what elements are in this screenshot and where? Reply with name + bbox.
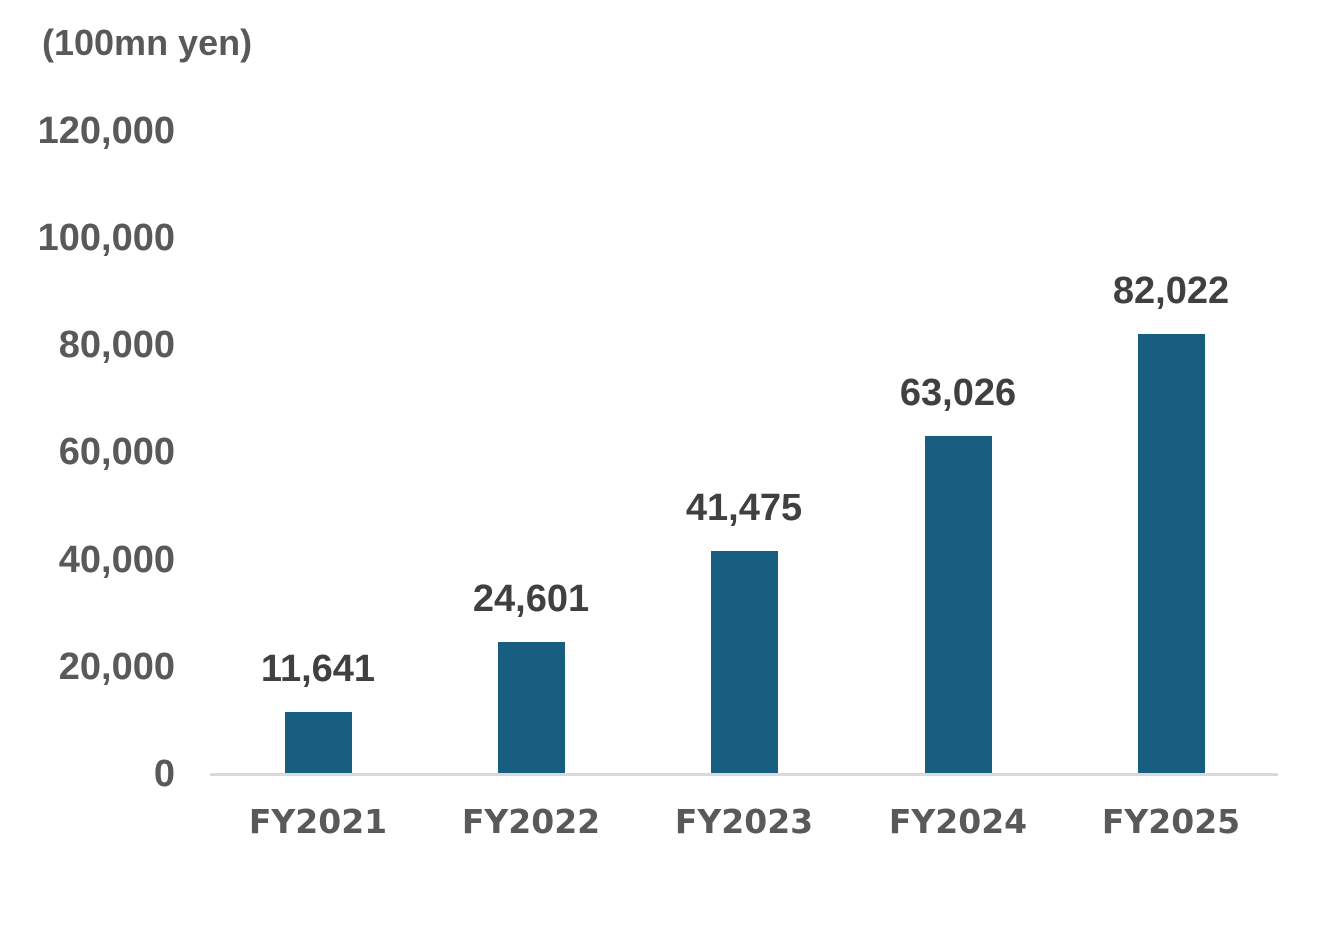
x-tick-label: FY2022 [461, 802, 601, 841]
x-tick-label: FY2024 [888, 802, 1028, 841]
data-label: 11,641 [260, 647, 376, 690]
x-tick-label: FY2025 [1101, 802, 1241, 841]
y-tick-label: 100,000 [37, 217, 175, 259]
bar-fy2022 [498, 641, 565, 774]
bar-fy2024 [925, 435, 992, 774]
y-tick-label: 20,000 [58, 646, 175, 688]
unit-label: (100mn yen) [42, 22, 253, 63]
y-tick-label: 80,000 [58, 324, 175, 366]
y-tick-label: 0 [153, 753, 175, 795]
bar-fy2023 [711, 551, 778, 774]
bar-fy2021 [285, 711, 352, 774]
data-label: 24,601 [472, 577, 590, 620]
data-label: 82,022 [1112, 269, 1230, 312]
bar-fy2025 [1138, 333, 1205, 774]
y-tick-label: 120,000 [37, 110, 175, 152]
x-tick-label: FY2023 [674, 802, 814, 841]
x-axis-line [210, 773, 1278, 776]
y-tick-label: 40,000 [58, 539, 175, 581]
data-label: 63,026 [899, 371, 1017, 414]
data-label: 41,475 [685, 487, 803, 530]
x-tick-label: FY2021 [248, 802, 388, 841]
y-tick-label: 60,000 [58, 431, 175, 473]
